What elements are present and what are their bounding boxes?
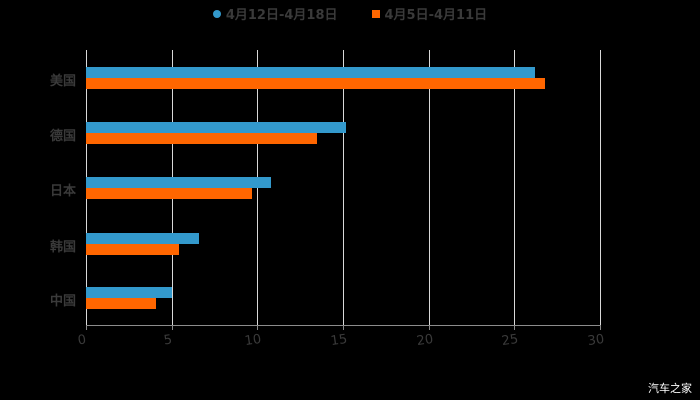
legend-item-series-2[interactable]: 4月5日-4月11日 xyxy=(371,4,488,23)
x-tick-label: 10 xyxy=(243,331,263,350)
plot-area xyxy=(86,50,601,325)
legend-marker-orange-icon xyxy=(371,9,380,18)
legend-label: 4月5日-4月11日 xyxy=(384,8,488,23)
x-tick-label: 15 xyxy=(329,331,349,350)
x-tick-label: 30 xyxy=(586,331,606,350)
gridline xyxy=(600,50,601,325)
x-tick xyxy=(172,325,173,330)
legend-label: 4月12日-4月18日 xyxy=(225,8,338,23)
bar[interactable] xyxy=(86,244,179,255)
y-category-label: 美国 xyxy=(50,74,77,89)
x-tick-label: 25 xyxy=(500,331,520,350)
gridline xyxy=(429,50,430,325)
x-tick xyxy=(429,325,430,330)
gridline xyxy=(343,50,344,325)
bar[interactable] xyxy=(86,298,157,309)
bar[interactable] xyxy=(86,122,347,133)
watermark: 汽车之家 xyxy=(648,382,692,395)
bar[interactable] xyxy=(86,233,200,244)
x-tick xyxy=(600,325,601,330)
x-tick xyxy=(343,325,344,330)
y-category-label: 中国 xyxy=(50,294,77,309)
bar[interactable] xyxy=(86,78,546,89)
bar[interactable] xyxy=(86,188,253,199)
bar[interactable] xyxy=(86,67,535,78)
x-tick xyxy=(86,325,87,330)
bar[interactable] xyxy=(86,287,172,298)
y-category-label: 日本 xyxy=(50,184,77,199)
x-tick-label: 0 xyxy=(76,332,88,349)
x-tick-label: 5 xyxy=(162,332,174,349)
chart-legend: 4月12日-4月18日 4月5日-4月11日 xyxy=(0,4,700,23)
x-tick xyxy=(514,325,515,330)
x-tick-label: 20 xyxy=(415,331,435,350)
bar[interactable] xyxy=(86,177,272,188)
legend-item-series-1[interactable]: 4月12日-4月18日 xyxy=(212,4,338,23)
y-category-label: 韩国 xyxy=(50,240,77,255)
gridline xyxy=(514,50,515,325)
y-category-label: 德国 xyxy=(50,129,77,144)
legend-marker-blue-icon xyxy=(212,9,221,18)
bar[interactable] xyxy=(86,133,318,144)
x-tick xyxy=(257,325,258,330)
